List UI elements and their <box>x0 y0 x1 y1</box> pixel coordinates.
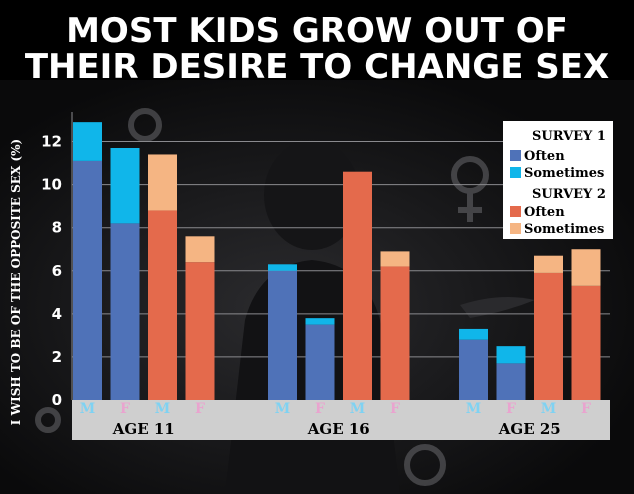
y-tick-label: 6 <box>52 262 62 280</box>
bar-sometimes <box>380 251 410 267</box>
legend-survey2-often-label: Often <box>524 205 565 220</box>
bar-often <box>534 272 563 400</box>
x-axis-group-labels: AGE 11 AGE 16 AGE 25 <box>112 420 561 438</box>
bar-sometimes <box>496 346 526 364</box>
bars <box>73 122 601 400</box>
bar-sometimes <box>534 255 563 273</box>
chart-title-line-2: THEIR DESIRE TO CHANGE SEX <box>25 47 609 87</box>
bar-sometimes <box>571 249 601 286</box>
bar-often <box>380 266 410 400</box>
x-sex-label: F <box>390 401 400 417</box>
legend-survey1-often-label: Often <box>524 149 565 164</box>
legend-survey2-title: SURVEY 2 <box>532 187 606 202</box>
y-tick-label: 10 <box>41 176 62 194</box>
y-axis-label: I WISH TO BE OF THE OPPOSITE SEX (%) <box>9 139 23 425</box>
x-sex-label: M <box>275 401 291 417</box>
legend-survey1-title: SURVEY 1 <box>532 129 606 144</box>
bar-sometimes <box>268 264 297 271</box>
bar-sometimes <box>73 122 102 161</box>
x-group-label: AGE 11 <box>112 420 175 438</box>
x-sex-label: M <box>541 401 557 417</box>
x-sex-label: M <box>466 401 482 417</box>
legend-swatch-survey2-sometimes <box>510 223 521 234</box>
x-sex-label: F <box>315 401 325 417</box>
x-sex-label: M <box>80 401 96 417</box>
x-sex-label: F <box>506 401 516 417</box>
x-sex-label: M <box>350 401 366 417</box>
gender-symbols-decoration <box>35 108 489 486</box>
legend-survey2-sometimes-label: Sometimes <box>524 222 604 237</box>
legend-swatch-survey1-often <box>510 150 521 161</box>
bar-sometimes <box>305 318 335 325</box>
bar-sometimes <box>459 328 488 340</box>
bar-sometimes <box>110 148 140 224</box>
x-axis-strip <box>72 400 610 440</box>
silhouette-head <box>264 140 360 250</box>
legend-swatch-survey1-sometimes <box>510 167 521 178</box>
y-tick-label: 4 <box>52 305 62 323</box>
bar-often <box>571 285 601 400</box>
legend-survey1-sometimes-label: Sometimes <box>524 166 604 181</box>
bar-often <box>496 363 526 400</box>
bar-often <box>73 160 102 400</box>
female-symbol-lower-icon <box>35 407 61 433</box>
bar-often <box>148 210 177 400</box>
bar-often <box>343 171 372 400</box>
y-tick-label: 2 <box>52 348 62 366</box>
bar-often <box>185 262 215 400</box>
bar-often <box>268 270 297 400</box>
y-axis-ticks: 0 2 4 6 8 10 12 <box>41 133 62 409</box>
x-sex-label: F <box>120 401 130 417</box>
x-sex-label: F <box>195 401 205 417</box>
bar-sometimes <box>148 154 177 211</box>
y-tick-label: 8 <box>52 219 62 237</box>
x-sex-label: F <box>581 401 591 417</box>
legend-box <box>503 121 613 239</box>
female-symbol-icon <box>451 156 489 194</box>
bar-sometimes <box>185 236 215 263</box>
silhouette-hand <box>460 296 535 318</box>
y-tick-label: 0 <box>52 391 62 409</box>
bar-often <box>459 339 488 400</box>
y-tick-label: 12 <box>41 133 62 151</box>
bar-often <box>305 324 335 400</box>
x-group-label: AGE 16 <box>307 420 370 438</box>
transgender-symbol-icon <box>128 108 162 142</box>
legend: SURVEY 1 Often Sometimes SURVEY 2 Often … <box>503 121 613 239</box>
female-symbol-bottom-icon <box>404 444 446 486</box>
legend-swatch-survey2-often <box>510 206 521 217</box>
chart-title-line-1: MOST KIDS GROW OUT OF <box>66 11 568 51</box>
x-sex-label: M <box>155 401 171 417</box>
bar-often <box>110 223 140 400</box>
x-group-label: AGE 25 <box>498 420 561 438</box>
